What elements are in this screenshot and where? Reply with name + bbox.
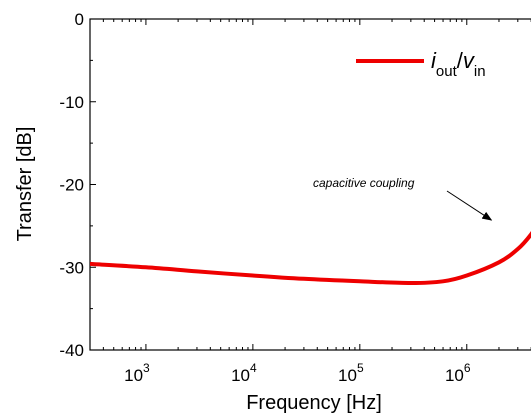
legend: iout/vin bbox=[356, 48, 486, 80]
y-tick-label: -30 bbox=[59, 258, 84, 277]
x-axis-title: Frequency [Hz] bbox=[246, 392, 382, 414]
x-tick-label: 103 bbox=[124, 361, 150, 385]
legend-slash: / bbox=[457, 48, 464, 73]
y-tick-label: 0 bbox=[75, 10, 84, 29]
legend-label: iout/vin bbox=[431, 48, 486, 80]
series-layer bbox=[90, 231, 531, 285]
series-line bbox=[90, 231, 531, 285]
y-tick-label: -40 bbox=[59, 341, 84, 360]
annotation-arrow bbox=[446, 190, 493, 221]
legend-v-sub: in bbox=[474, 63, 486, 80]
legend-i-sub: out bbox=[436, 63, 458, 80]
y-tick-label: -10 bbox=[59, 93, 84, 112]
legend-i: i bbox=[431, 48, 437, 73]
legend-v: v bbox=[463, 48, 476, 73]
x-tick-label: 104 bbox=[231, 361, 257, 385]
x-tick-label: 106 bbox=[445, 361, 471, 385]
y-tick-label: -20 bbox=[59, 176, 84, 195]
y-axis-title: Transfer [dB] bbox=[14, 127, 36, 242]
annotation-label: capacitive coupling bbox=[313, 176, 415, 190]
x-tick-label: 105 bbox=[338, 361, 364, 385]
